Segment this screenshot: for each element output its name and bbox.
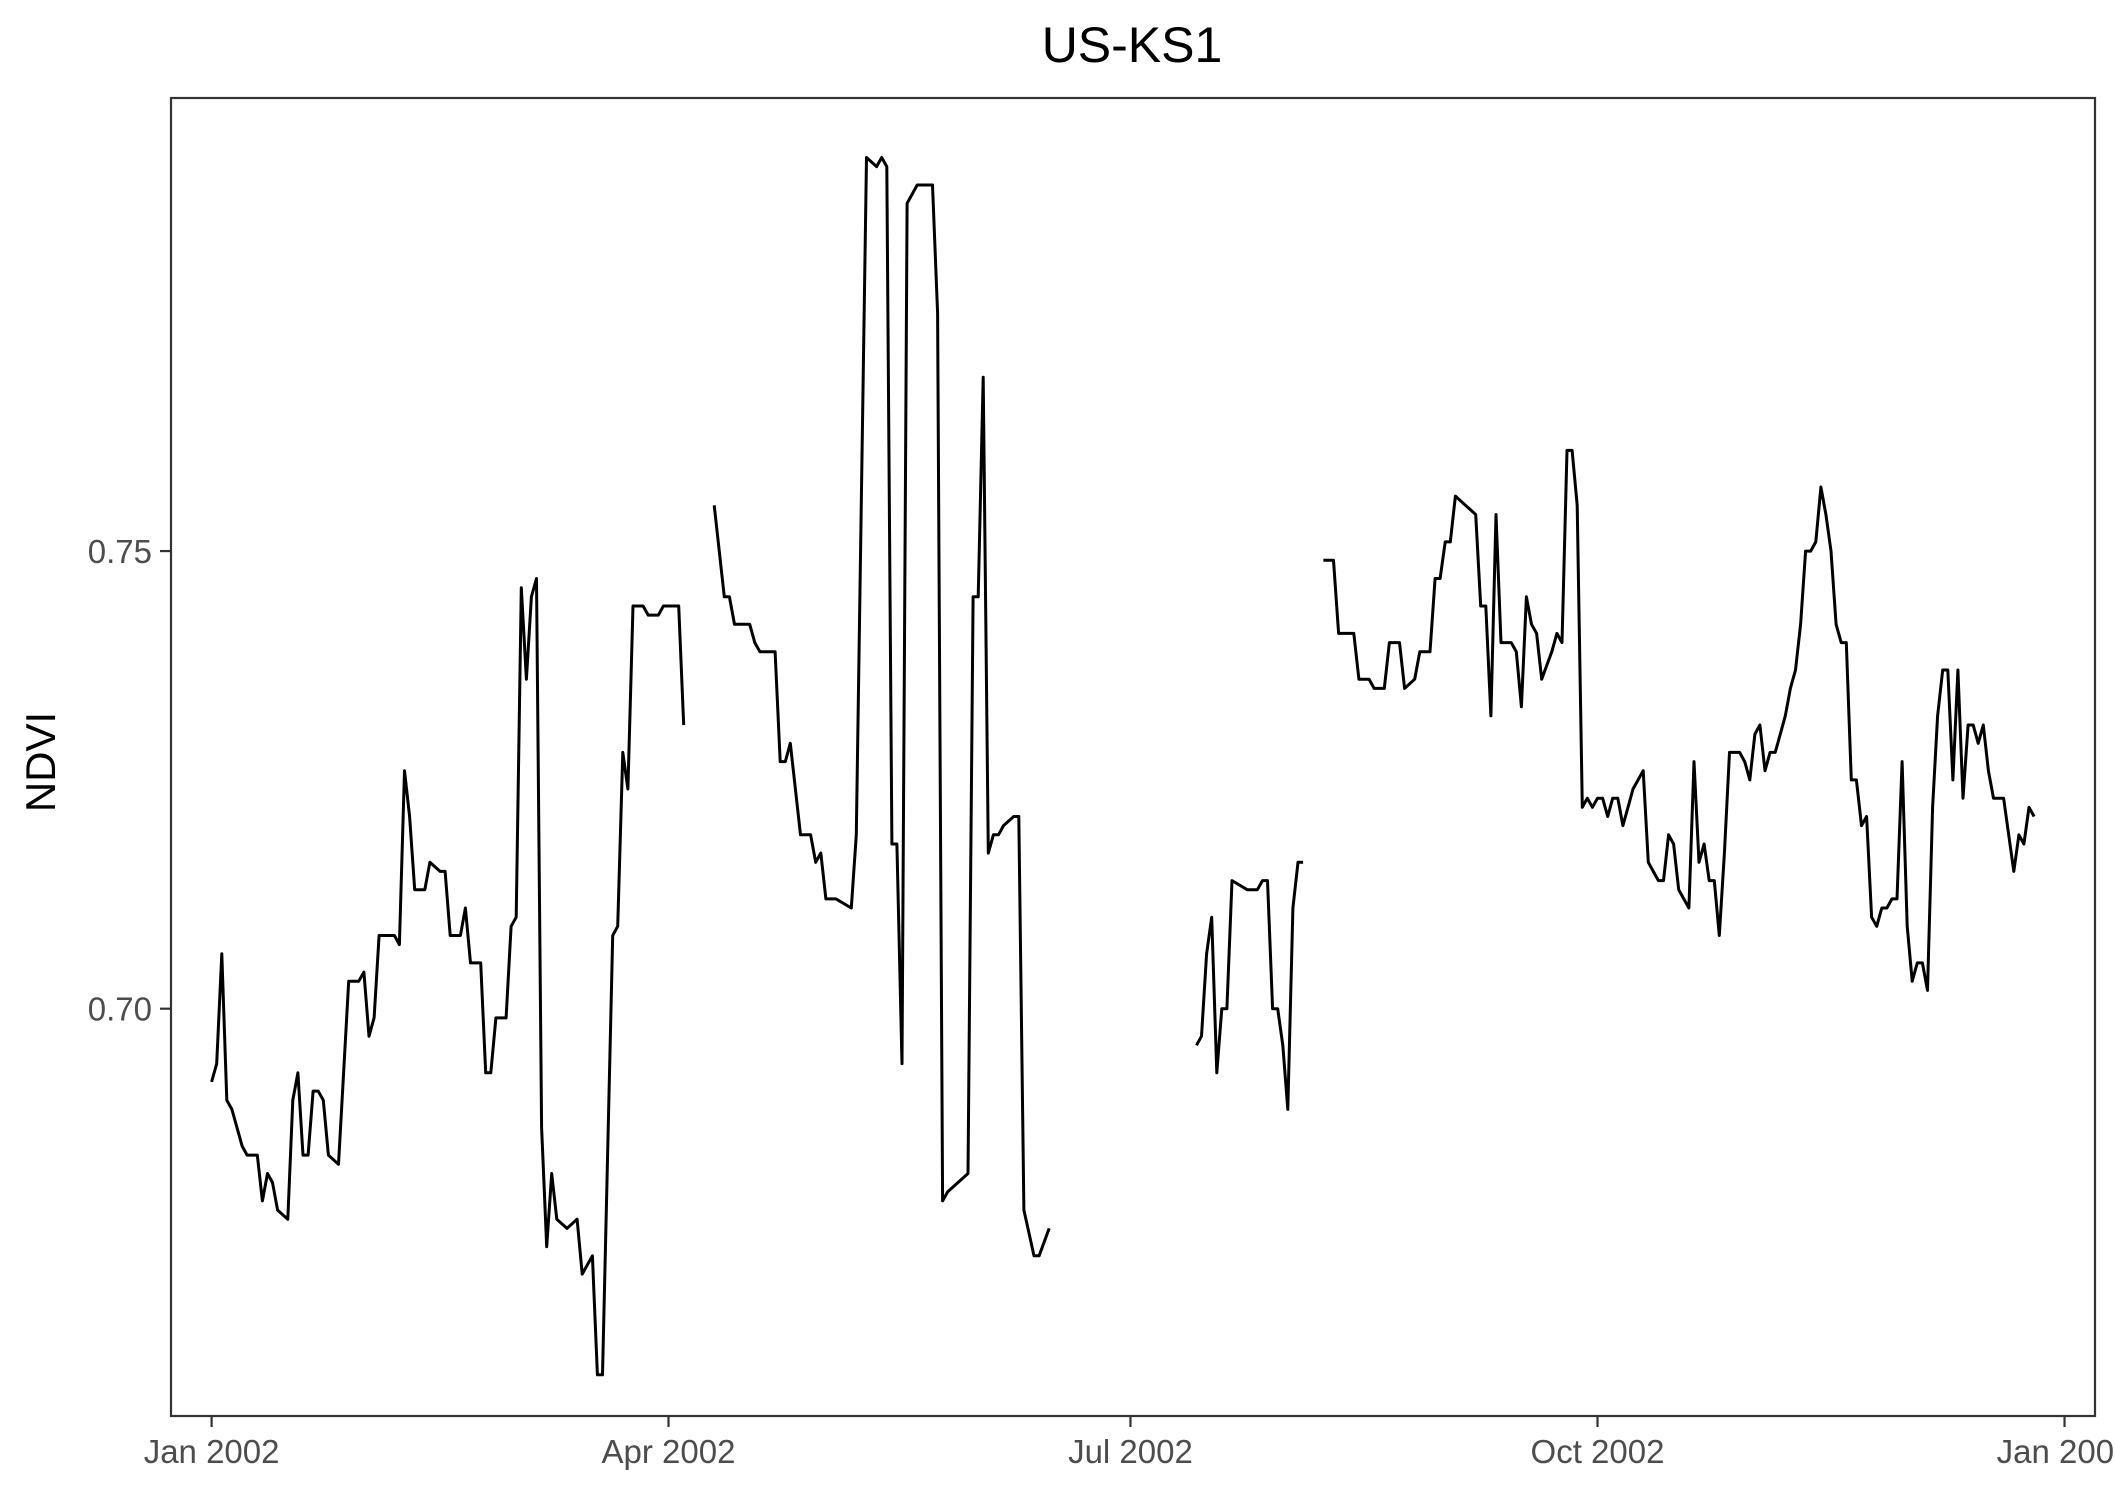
x-axis: Jan 2002 Apr 2002 Jul 2002 Oct 2002 Jan 2003 bbox=[144, 1416, 2115, 1470]
series-line-segment-1 bbox=[210, 577, 686, 1377]
chart-title: US-KS1 bbox=[1042, 17, 1223, 73]
x-tick-label: Jan 2002 bbox=[144, 1433, 280, 1470]
series-line-segment-2 bbox=[712, 156, 1051, 1258]
y-tick-label: 0.70 bbox=[88, 991, 152, 1028]
series-line-segment-3 bbox=[1195, 860, 1304, 1111]
x-tick-label: Jan 2003 bbox=[1997, 1433, 2115, 1470]
series-layer bbox=[210, 156, 2036, 1377]
y-tick-label: 0.75 bbox=[88, 533, 152, 570]
x-tick-label: Oct 2002 bbox=[1531, 1433, 1665, 1470]
y-axis: 0.70 0.75 bbox=[88, 533, 171, 1028]
series-line-segment-4 bbox=[1323, 448, 2036, 992]
y-axis-label: NDVI bbox=[17, 712, 64, 812]
x-tick-label: Apr 2002 bbox=[602, 1433, 736, 1470]
x-tick-label: Jul 2002 bbox=[1068, 1433, 1193, 1470]
plot-panel bbox=[169, 96, 2097, 1418]
